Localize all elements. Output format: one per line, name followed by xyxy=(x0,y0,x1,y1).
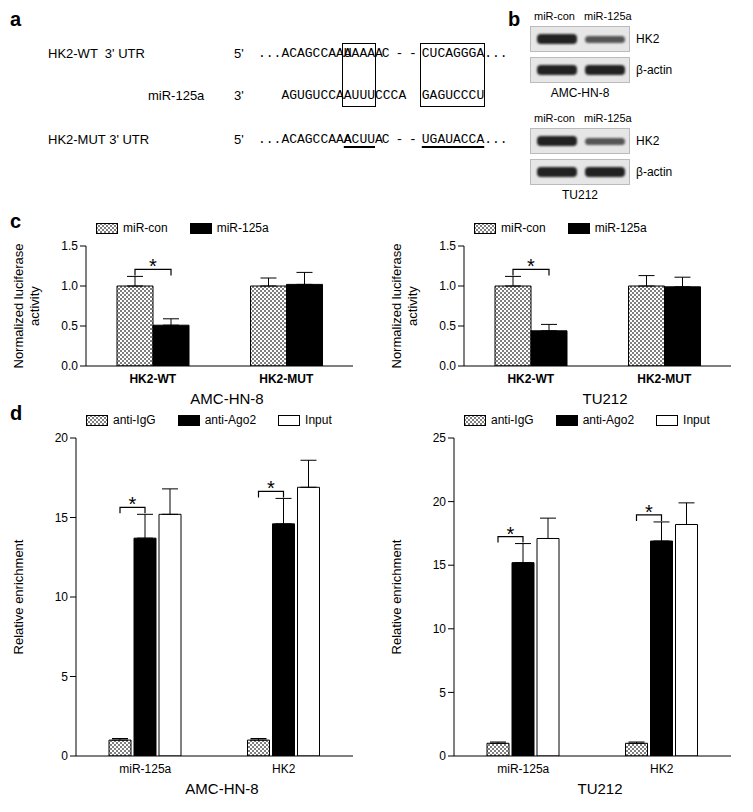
html-text:b: b xyxy=(508,8,521,30)
html-text:anti-Ago2: anti-Ago2 xyxy=(582,413,635,427)
html-text:5': 5' xyxy=(234,46,244,61)
svg-text:HK2: HK2 xyxy=(272,762,296,776)
svg-text:*: * xyxy=(645,501,653,523)
html-text:TU212: TU212 xyxy=(582,390,628,407)
svg-text:*: * xyxy=(507,523,515,545)
html-text:miR-125a: miR-125a xyxy=(216,221,269,235)
html-text:miR-con: miR-con xyxy=(534,112,575,124)
html-text:miR-125a: miR-125a xyxy=(148,88,205,103)
html-text:β-actin: β-actin xyxy=(636,165,673,179)
html-text:HK2: HK2 xyxy=(636,32,660,46)
html-text:miR-con: miR-con xyxy=(534,10,575,22)
svg-text:0.0: 0.0 xyxy=(439,359,456,373)
svg-text:HK2-WT: HK2-WT xyxy=(129,372,176,386)
html-text:anti-Ago2: anti-Ago2 xyxy=(204,413,257,427)
svg-text:10: 10 xyxy=(55,590,69,604)
svg-text:1.0: 1.0 xyxy=(439,279,456,293)
svg-text:20: 20 xyxy=(433,495,447,509)
svg-text:15: 15 xyxy=(433,558,447,572)
html-text:a: a xyxy=(10,8,22,30)
html-text:5': 5' xyxy=(234,132,244,147)
html-text:d: d xyxy=(10,402,23,424)
svg-text:1.5: 1.5 xyxy=(61,239,78,253)
html-text:...ACAGCCAAA: ...ACAGCCAAA xyxy=(258,46,352,61)
svg-text:HK2-WT: HK2-WT xyxy=(507,372,554,386)
svg-text:25: 25 xyxy=(433,431,447,445)
svg-text:Relative enrichment: Relative enrichment xyxy=(389,539,404,654)
html-text:TU212: TU212 xyxy=(577,780,623,797)
html-text:anti-IgG: anti-IgG xyxy=(113,413,156,427)
html-text:miR-125a: miR-125a xyxy=(584,112,632,124)
html-text:...ACAGCCAAA: ...ACAGCCAAA xyxy=(258,132,352,147)
html-text:anti-IgG: anti-IgG xyxy=(491,413,534,427)
svg-text:Normalized luciferase: Normalized luciferase xyxy=(389,244,404,369)
html-text:ACUU AC - - UGAUACCA...: ACUU AC - - UGAUACCA... xyxy=(343,132,508,147)
svg-text:miR-125a: miR-125a xyxy=(119,762,171,776)
svg-text:*: * xyxy=(267,477,275,499)
html-text:miR-con: miR-con xyxy=(501,221,546,235)
html-text:Input: Input xyxy=(683,413,710,427)
svg-text:0.0: 0.0 xyxy=(61,359,78,373)
svg-text:1.0: 1.0 xyxy=(61,279,78,293)
html-text:Input: Input xyxy=(305,413,332,427)
svg-text:0.5: 0.5 xyxy=(439,319,456,333)
svg-text:*: * xyxy=(129,493,137,515)
svg-text:activity: activity xyxy=(405,286,420,326)
html-text:AMC-HN-8: AMC-HN-8 xyxy=(185,780,259,797)
svg-text:*: * xyxy=(149,255,157,277)
svg-text:*: * xyxy=(527,255,535,277)
html-text:AMC-HN-8: AMC-HN-8 xyxy=(550,86,610,100)
html-text:β-actin: β-actin xyxy=(636,63,673,77)
svg-text:Relative enrichment: Relative enrichment xyxy=(11,539,26,654)
html-text:HK2-WT 3' UTR: HK2-WT 3' UTR xyxy=(48,46,145,61)
svg-text:5: 5 xyxy=(439,686,446,700)
html-text:miR-125a: miR-125a xyxy=(594,221,647,235)
svg-text:HK2: HK2 xyxy=(650,762,674,776)
svg-text:0: 0 xyxy=(439,749,446,763)
svg-text:HK2-MUT: HK2-MUT xyxy=(637,372,692,386)
svg-text:5: 5 xyxy=(61,670,68,684)
html-text:3': 3' xyxy=(234,88,244,103)
html-text:AMC-HN-8: AMC-HN-8 xyxy=(190,390,264,407)
html-text:AGUGUCCA AUUU CCCA: AGUGUCCA AUUU CCCA xyxy=(281,88,407,103)
html-text:c: c xyxy=(10,210,22,232)
html-text:TU212: TU212 xyxy=(562,188,598,202)
svg-text:0.5: 0.5 xyxy=(61,319,78,333)
svg-text:HK2-MUT: HK2-MUT xyxy=(259,372,314,386)
svg-text:20: 20 xyxy=(55,431,69,445)
html-text:HK2-MUT 3' UTR: HK2-MUT 3' UTR xyxy=(48,132,150,147)
svg-text:miR-125a: miR-125a xyxy=(497,762,549,776)
html-text:HK2: HK2 xyxy=(636,134,660,148)
svg-text:0: 0 xyxy=(61,749,68,763)
html-text:miR-con: miR-con xyxy=(123,221,168,235)
html-text:UAAA AC - - CUCAGGGA...: UAAA AC - - CUCAGGGA... xyxy=(343,46,508,61)
svg-text:1.5: 1.5 xyxy=(439,239,456,253)
svg-text:15: 15 xyxy=(55,511,69,525)
svg-text:activity: activity xyxy=(27,286,42,326)
html-text:GAGUCCCU: GAGUCCCU xyxy=(421,88,485,103)
svg-text:10: 10 xyxy=(433,622,447,636)
svg-text:Normalized luciferase: Normalized luciferase xyxy=(11,244,26,369)
html-text:miR-125a: miR-125a xyxy=(584,10,632,22)
